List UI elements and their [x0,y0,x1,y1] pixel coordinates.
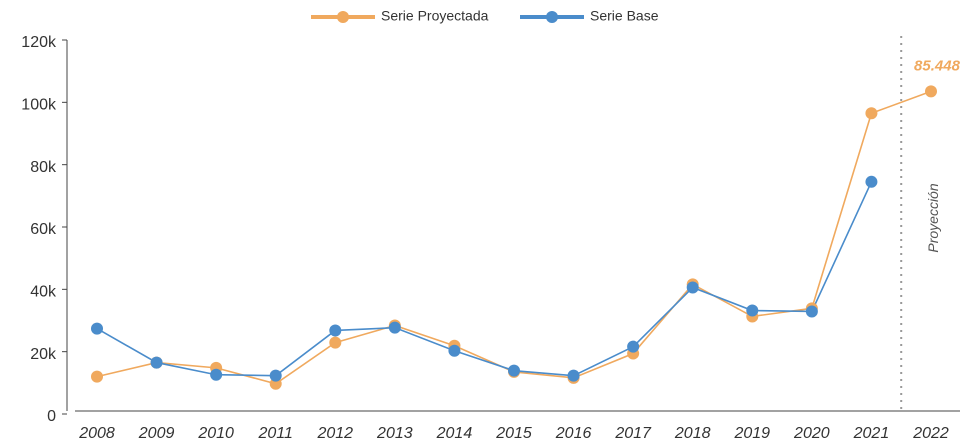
x-tick-label: 2013 [376,425,413,442]
legend-marker [337,11,349,23]
series-line [96,90,932,385]
y-tick-label: 80k [30,159,57,176]
point [269,369,282,382]
point [329,336,342,349]
value-annotation: 85.448 [914,57,961,74]
legend-marker [546,11,558,23]
y-tick-label: 100k [21,97,57,114]
y-tick-label: 60k [30,221,57,238]
point [150,356,163,369]
x-tick-label: 2012 [316,425,353,442]
point [746,304,759,317]
x-tick-label: 2014 [436,425,473,442]
x-tick-label: 2019 [733,425,770,442]
point [627,340,640,353]
x-tick-label: 2016 [555,425,592,442]
point [805,305,818,318]
x-tick-label: 2008 [78,425,115,442]
x-tick-label: 2020 [793,425,830,442]
point [388,321,401,334]
x-tick-label: 2021 [853,425,890,442]
x-tick-label: 2009 [138,425,175,442]
y-tick-label: 0 [47,408,56,425]
x-tick-label: 2015 [495,425,532,442]
point [91,370,103,383]
point [686,281,699,294]
point [865,107,878,120]
y-tick-label: 20k [30,346,57,363]
x-tick-label: 2017 [614,425,652,442]
point [865,175,878,188]
x-tick-label: 2022 [912,425,949,442]
x-tick-label: 2011 [258,425,293,442]
legend-label: Serie Proyectada [381,8,489,24]
projection-label: Proyección [925,183,941,252]
series-line [96,181,873,377]
point [508,364,520,377]
x-tick-label: 2010 [197,425,234,442]
y-tick-label: 120k [21,34,57,51]
point [925,85,937,98]
x-tick-label: 2018 [674,425,711,442]
y-tick-label: 40k [30,284,57,301]
point [210,368,223,381]
legend-label: Serie Base [590,8,659,24]
point [91,322,103,335]
point [448,344,461,357]
point [329,324,342,337]
point [567,369,580,382]
